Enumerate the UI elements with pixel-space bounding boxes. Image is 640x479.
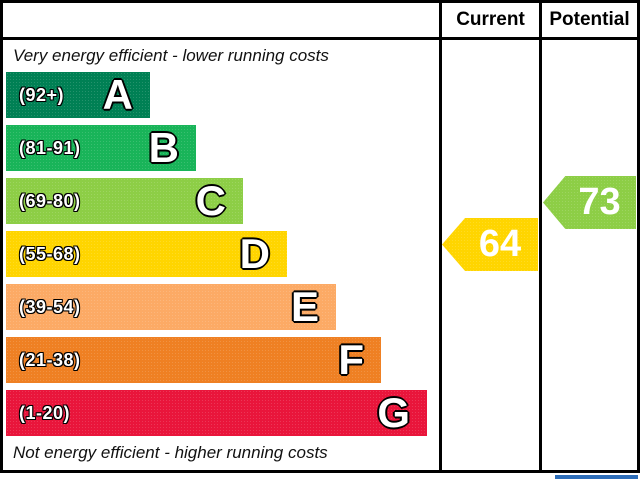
band-f: (21-38) F bbox=[6, 337, 381, 383]
band-a: (92+) A bbox=[6, 72, 150, 118]
band-range-label: (1-20) bbox=[19, 402, 71, 423]
header-potential: Potential bbox=[542, 3, 637, 40]
band-letter: F bbox=[338, 336, 364, 383]
band-letter: E bbox=[290, 283, 319, 330]
potential-column: 73 bbox=[542, 40, 637, 470]
header-spacer bbox=[3, 3, 442, 40]
current-column: 64 bbox=[442, 40, 542, 470]
band-letter: G bbox=[377, 389, 410, 436]
top-caption: Very energy efficient - lower running co… bbox=[13, 46, 329, 65]
band-b: (81-91) B bbox=[6, 125, 196, 171]
band-c: (69-80) C bbox=[6, 178, 243, 224]
band-range-label: (21-38) bbox=[19, 349, 81, 370]
band-g: (1-20) G bbox=[6, 390, 427, 436]
potential-rating-arrow: 73 bbox=[543, 176, 636, 229]
band-letter: A bbox=[102, 71, 133, 118]
bottom-caption: Not energy efficient - higher running co… bbox=[13, 443, 328, 462]
rating-scale-area: Very energy efficient - lower running co… bbox=[3, 40, 442, 470]
band-range-label: (39-54) bbox=[19, 296, 81, 317]
footer-blue-line bbox=[555, 475, 638, 479]
band-letter: C bbox=[195, 177, 226, 224]
band-range-label: (92+) bbox=[19, 84, 65, 105]
current-rating-arrow: 64 bbox=[442, 218, 538, 271]
band-range-label: (81-91) bbox=[19, 137, 81, 158]
header-current: Current bbox=[442, 3, 542, 40]
band-letter: D bbox=[239, 230, 270, 277]
band-letter: B bbox=[148, 124, 179, 171]
rating-bands: (92+) A (81-91) B (69-80) C (55-68) D (3… bbox=[6, 72, 427, 443]
band-range-label: (55-68) bbox=[19, 243, 81, 264]
band-d: (55-68) D bbox=[6, 231, 287, 277]
band-range-label: (69-80) bbox=[19, 190, 81, 211]
band-e: (39-54) E bbox=[6, 284, 336, 330]
